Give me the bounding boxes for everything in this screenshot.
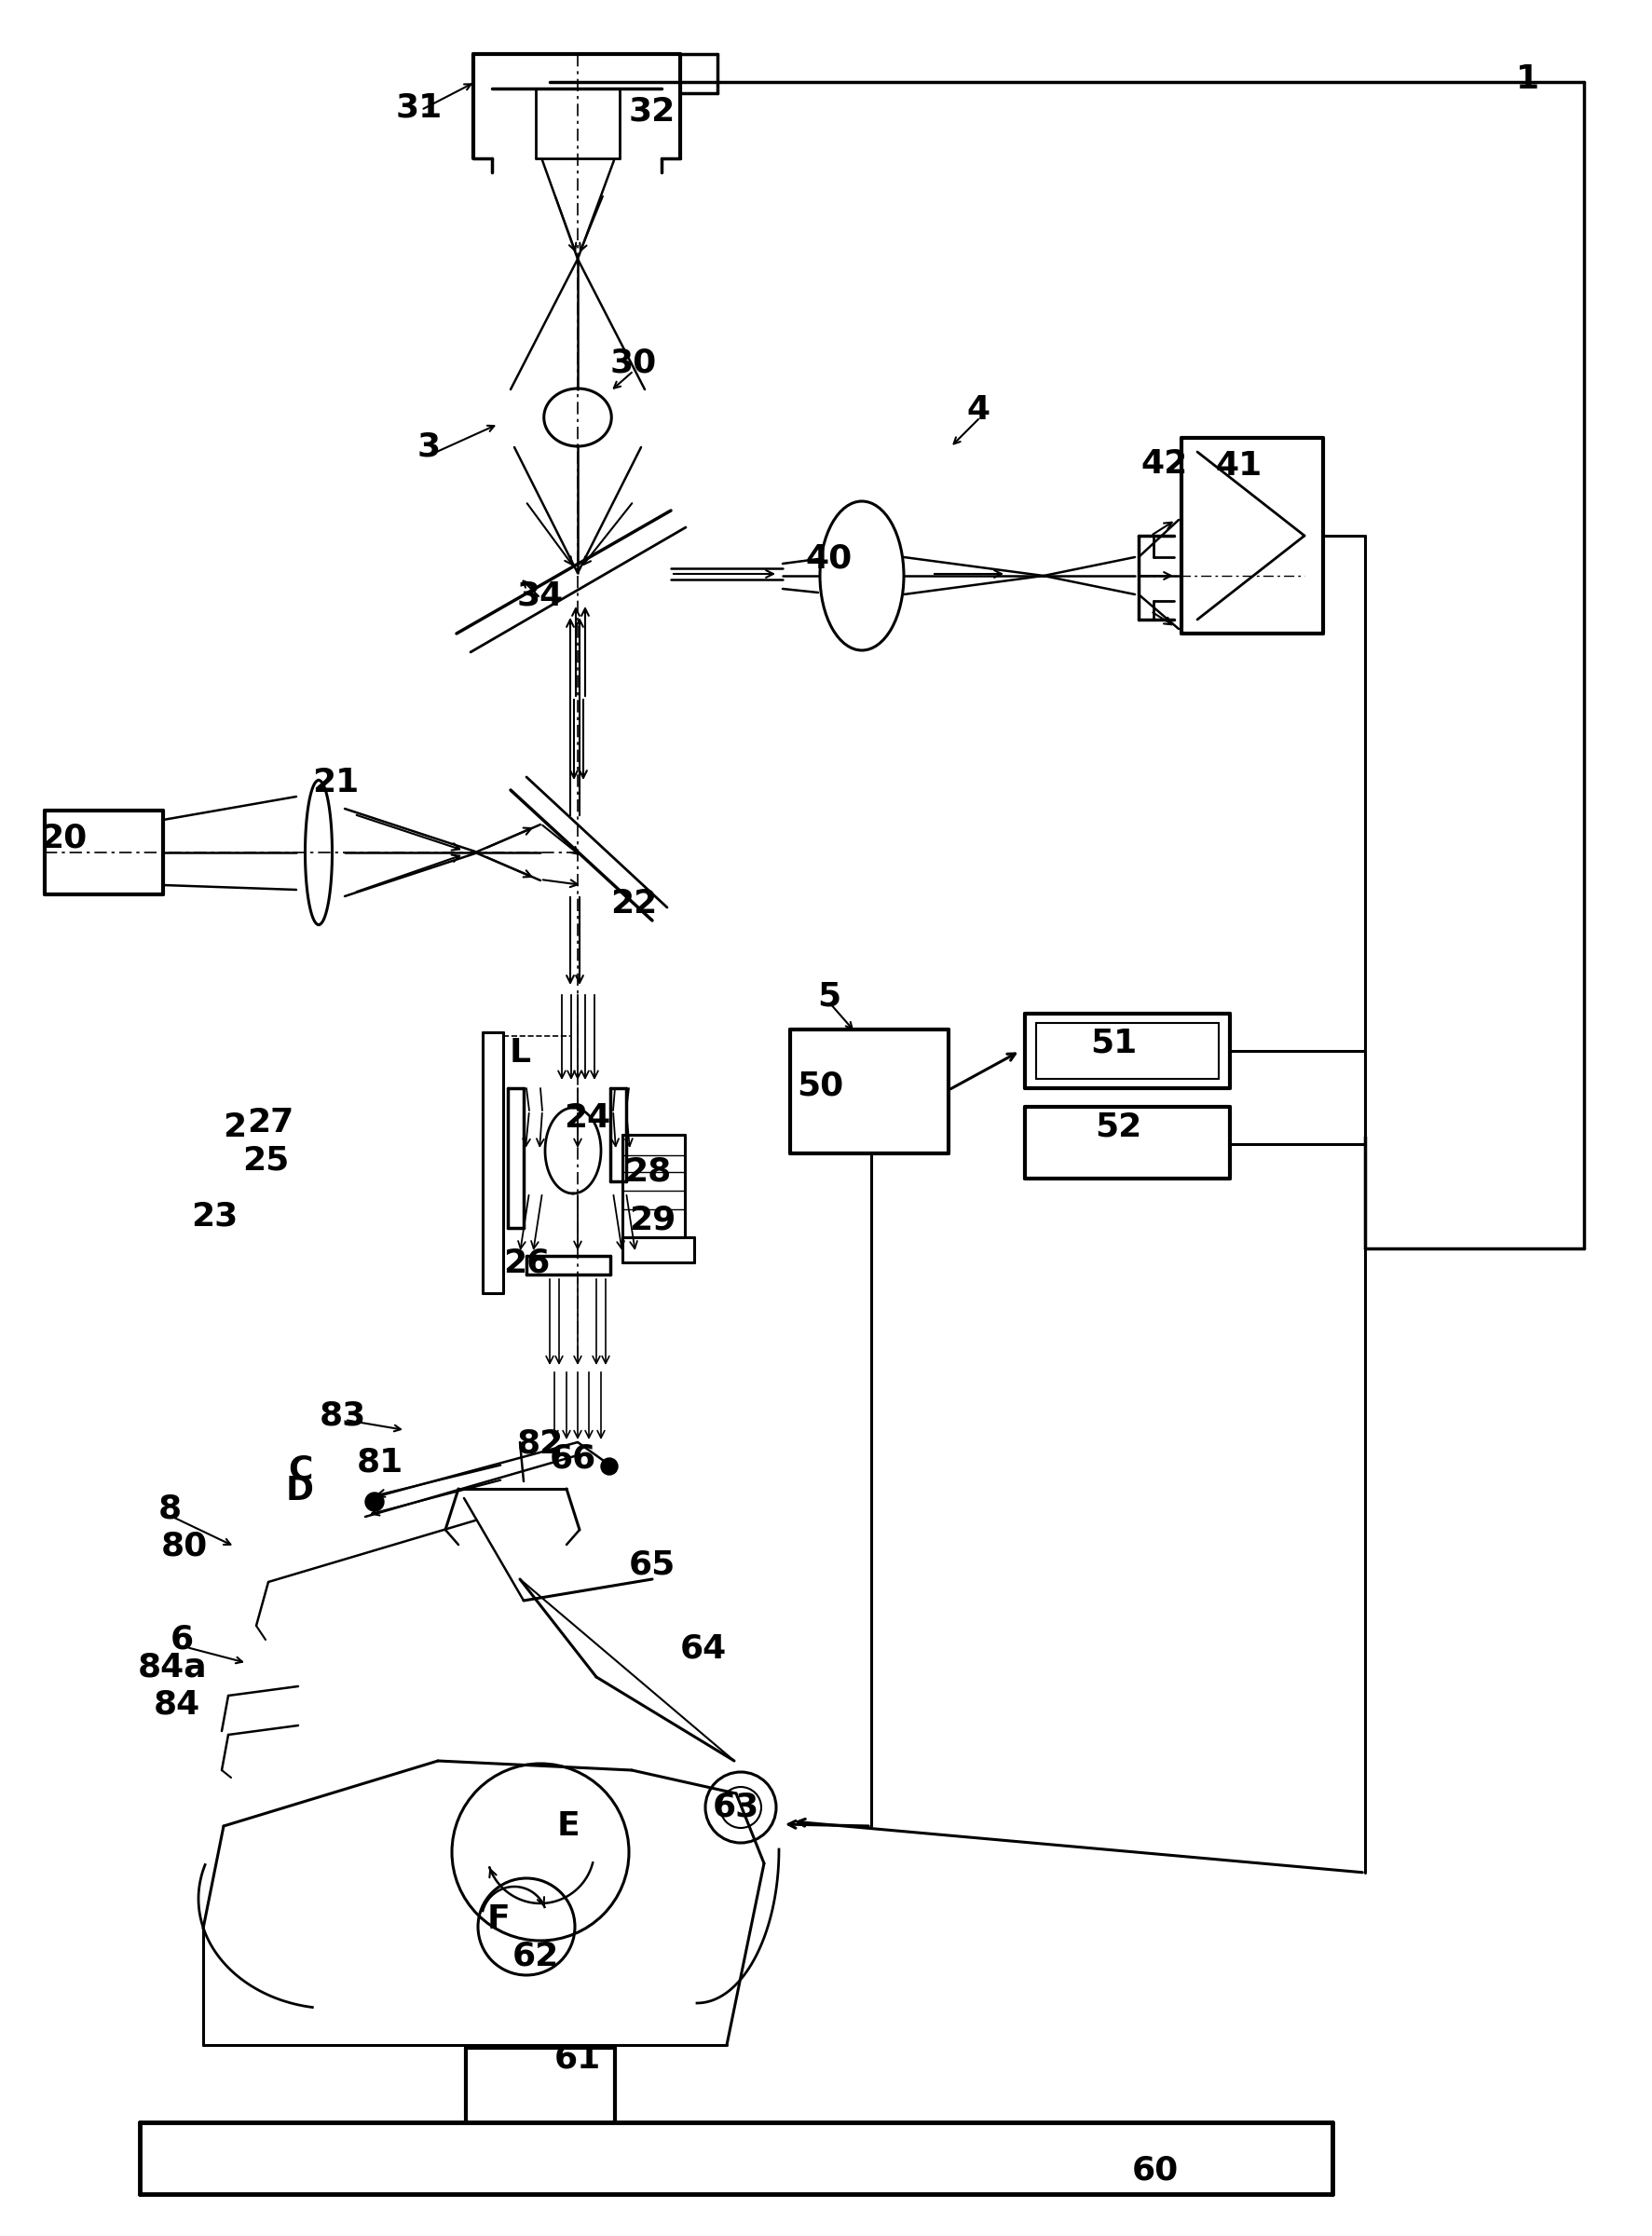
Text: 27: 27 — [246, 1107, 294, 1138]
Text: E: E — [557, 1811, 580, 1842]
Text: 51: 51 — [1089, 1029, 1137, 1060]
Text: 52: 52 — [1094, 1111, 1142, 1143]
Text: 41: 41 — [1216, 449, 1262, 481]
Text: 5: 5 — [818, 982, 841, 1013]
Text: C: C — [287, 1453, 312, 1487]
Text: 8: 8 — [159, 1494, 182, 1525]
Text: 4: 4 — [966, 394, 990, 425]
Text: 29: 29 — [628, 1205, 676, 1237]
Text: 50: 50 — [796, 1069, 843, 1100]
Text: 84: 84 — [154, 1688, 200, 1722]
Text: 61: 61 — [553, 2044, 601, 2075]
Text: 3: 3 — [416, 432, 439, 463]
Text: F: F — [487, 1903, 510, 1934]
Text: 82: 82 — [517, 1429, 563, 1460]
Text: 30: 30 — [610, 347, 656, 380]
Text: 63: 63 — [712, 1791, 758, 1822]
Text: 6: 6 — [170, 1623, 193, 1655]
Text: L: L — [509, 1038, 530, 1069]
Text: 83: 83 — [319, 1400, 367, 1431]
Circle shape — [601, 1458, 618, 1476]
Text: 22: 22 — [610, 888, 656, 919]
Text: 62: 62 — [512, 1941, 558, 1972]
Text: 31: 31 — [396, 92, 443, 123]
Text: 80: 80 — [160, 1532, 208, 1563]
Text: 64: 64 — [679, 1632, 727, 1666]
Text: 34: 34 — [517, 581, 563, 613]
Text: 24: 24 — [563, 1102, 610, 1134]
Text: 65: 65 — [628, 1550, 676, 1581]
Text: 28: 28 — [624, 1156, 671, 1187]
Text: 21: 21 — [312, 767, 358, 798]
Text: 66: 66 — [550, 1442, 596, 1474]
Text: 1: 1 — [1515, 63, 1540, 94]
Text: 42: 42 — [1140, 447, 1188, 481]
Text: 81: 81 — [357, 1447, 403, 1478]
Text: 2: 2 — [223, 1111, 246, 1143]
Circle shape — [365, 1494, 383, 1512]
Text: 25: 25 — [241, 1145, 289, 1176]
Text: 26: 26 — [502, 1248, 550, 1279]
Text: 60: 60 — [1132, 2156, 1178, 2187]
Text: 23: 23 — [190, 1201, 238, 1232]
Text: 32: 32 — [628, 96, 676, 127]
Text: 40: 40 — [806, 543, 852, 575]
Text: 84a: 84a — [137, 1652, 206, 1684]
Text: D: D — [286, 1476, 314, 1507]
Text: 20: 20 — [40, 823, 86, 854]
